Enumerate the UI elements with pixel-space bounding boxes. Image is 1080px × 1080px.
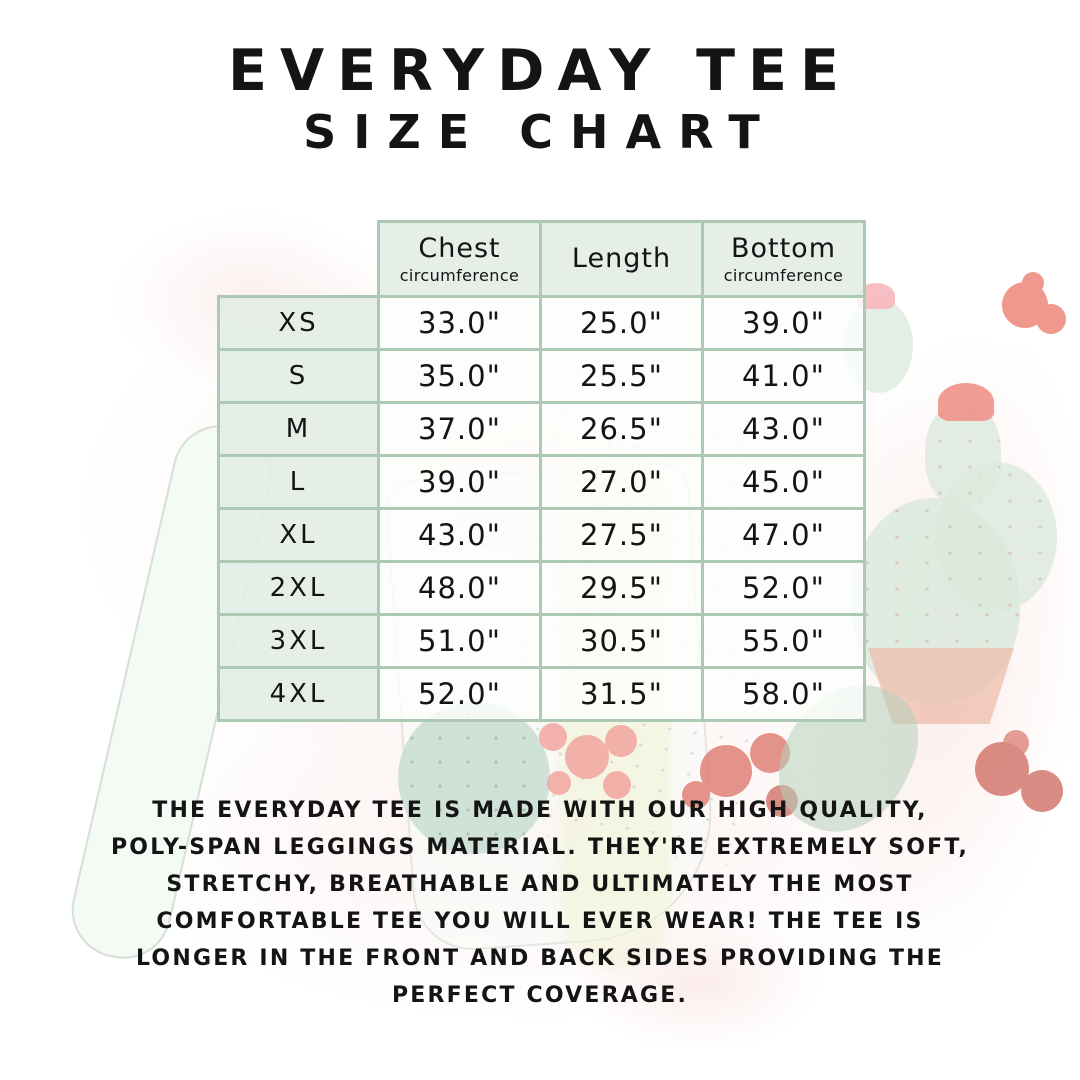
title-block: EVERYDAY TEE SIZE CHART — [0, 40, 1080, 157]
size-label: 2XL — [217, 560, 380, 616]
table-row: XL 43.0" 27.5" 47.0" — [217, 507, 866, 563]
table-row: S 35.0" 25.5" 41.0" — [217, 348, 866, 404]
size-label: XS — [217, 295, 380, 351]
description-line: LONGER IN THE FRONT AND BACK SIDES PROVI… — [136, 946, 944, 971]
bottom-value: 39.0" — [701, 295, 866, 351]
size-label: M — [217, 401, 380, 457]
flower-illustration — [975, 742, 1029, 796]
column-header-bottom: Bottom circumference — [701, 220, 866, 298]
header-blank-cell — [219, 222, 379, 297]
table-row: L 39.0" 27.0" 45.0" — [217, 454, 866, 510]
product-description: THE EVERYDAY TEE IS MADE WITH OUR HIGH Q… — [0, 792, 1080, 1014]
column-header-chest: Chest circumference — [377, 220, 542, 298]
length-value: 31.5" — [539, 666, 704, 722]
table-row: 2XL 48.0" 29.5" 52.0" — [217, 560, 866, 616]
length-value: 26.5" — [539, 401, 704, 457]
length-value: 25.5" — [539, 348, 704, 404]
bottom-value: 58.0" — [701, 666, 866, 722]
description-line: PERFECT COVERAGE. — [391, 983, 689, 1008]
column-header-length: Length — [539, 220, 704, 298]
chest-value: 35.0" — [377, 348, 542, 404]
column-label: Length — [571, 243, 672, 275]
size-label: 4XL — [217, 666, 380, 722]
flower-illustration — [700, 745, 752, 797]
length-value: 29.5" — [539, 560, 704, 616]
size-label: XL — [217, 507, 380, 563]
table-header-row: Chest circumference Length Bottom circum… — [219, 220, 866, 298]
column-sublabel: circumference — [399, 265, 520, 285]
cactus-illustration — [852, 498, 1020, 703]
size-label: L — [217, 454, 380, 510]
chest-value: 37.0" — [377, 401, 542, 457]
table-row: XS 33.0" 25.0" 39.0" — [217, 295, 866, 351]
length-value: 25.0" — [539, 295, 704, 351]
size-chart-table: Chest circumference Length Bottom circum… — [217, 220, 866, 722]
size-label: S — [217, 348, 380, 404]
size-label: 3XL — [217, 613, 380, 669]
table-row: 4XL 52.0" 31.5" 58.0" — [217, 666, 866, 722]
column-sublabel: circumference — [723, 265, 844, 285]
flower-illustration — [565, 735, 609, 779]
column-label: Chest — [418, 233, 501, 265]
column-label: Bottom — [730, 233, 837, 265]
description-line: STRETCHY, BREATHABLE AND ULTIMATELY THE … — [166, 872, 914, 897]
length-value: 27.5" — [539, 507, 704, 563]
cactus-flower-illustration — [938, 383, 994, 421]
table-row: M 37.0" 26.5" 43.0" — [217, 401, 866, 457]
chest-value: 43.0" — [377, 507, 542, 563]
bottom-value: 52.0" — [701, 560, 866, 616]
page-title: EVERYDAY TEE — [228, 38, 852, 104]
chest-value: 52.0" — [377, 666, 542, 722]
chest-value: 51.0" — [377, 613, 542, 669]
chest-value: 33.0" — [377, 295, 542, 351]
bottom-value: 55.0" — [701, 613, 866, 669]
description-line: POLY-SPAN LEGGINGS MATERIAL. THEY'RE EXT… — [110, 835, 970, 860]
cactus-illustration — [925, 402, 1001, 508]
bottom-value: 47.0" — [701, 507, 866, 563]
flower-illustration — [1002, 282, 1048, 328]
chest-value: 48.0" — [377, 560, 542, 616]
page-subtitle: SIZE CHART — [303, 104, 777, 159]
plant-pot-illustration — [868, 648, 1014, 724]
bottom-value: 43.0" — [701, 401, 866, 457]
table-row: 3XL 51.0" 30.5" 55.0" — [217, 613, 866, 669]
cactus-illustration — [935, 462, 1057, 612]
bottom-value: 45.0" — [701, 454, 866, 510]
description-line: COMFORTABLE TEE YOU WILL EVER WEAR! THE … — [156, 909, 924, 934]
bottom-value: 41.0" — [701, 348, 866, 404]
description-line: THE EVERYDAY TEE IS MADE WITH OUR HIGH Q… — [152, 798, 928, 823]
length-value: 30.5" — [539, 613, 704, 669]
chest-value: 39.0" — [377, 454, 542, 510]
length-value: 27.0" — [539, 454, 704, 510]
